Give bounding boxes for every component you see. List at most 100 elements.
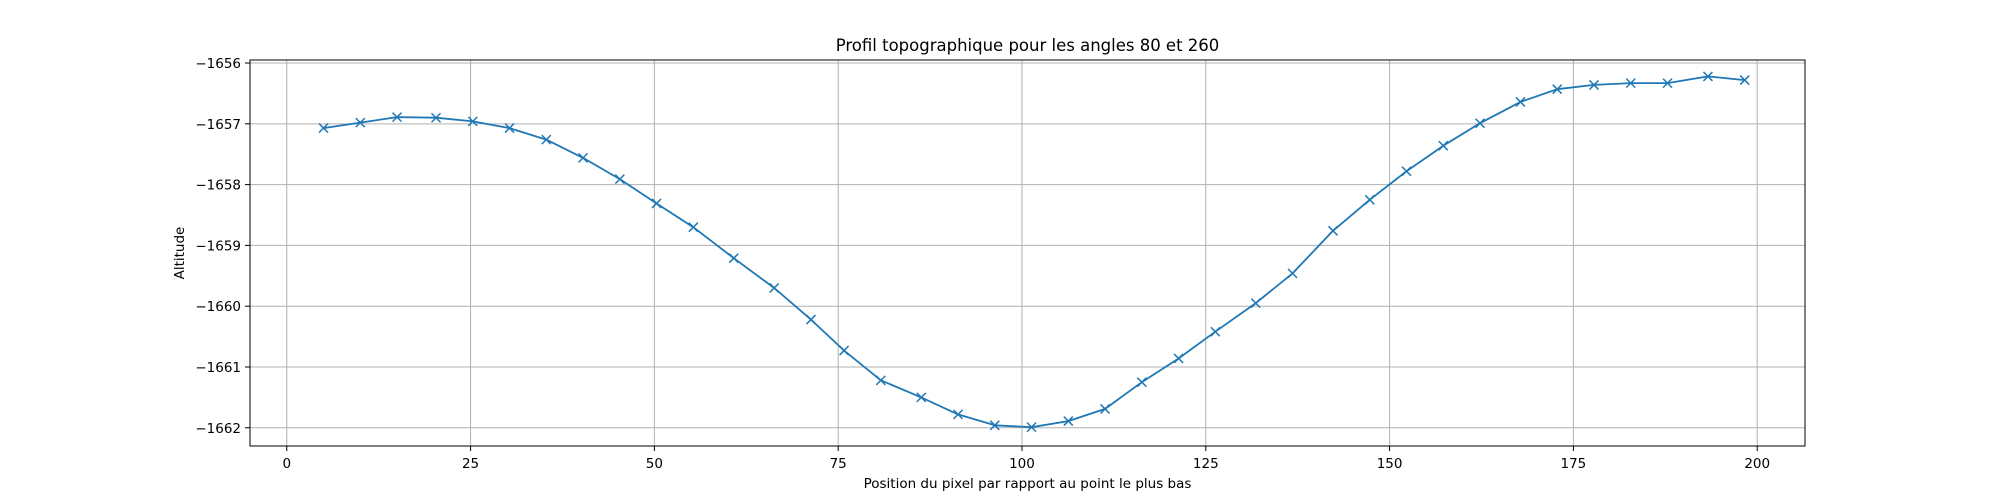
- plot-frame: [249, 59, 1806, 447]
- data-point-marker: [1100, 403, 1111, 414]
- marker-stroke: [952, 409, 964, 420]
- marker-stroke: [1702, 71, 1713, 82]
- marker-stroke: [688, 222, 699, 233]
- y-tick-label: −1658: [195, 178, 241, 194]
- data-point-marker: [875, 375, 886, 386]
- marker-stroke: [728, 253, 739, 264]
- x-tick-label: 100: [1009, 456, 1035, 472]
- data-point-marker: [1136, 377, 1147, 388]
- marker-stroke: [467, 116, 478, 127]
- y-tick-label: −1661: [195, 360, 241, 376]
- x-tick-label: 50: [646, 456, 663, 472]
- data-point-marker: [541, 134, 552, 145]
- marker-stroke: [318, 123, 329, 134]
- data-point-marker: [467, 116, 478, 127]
- data-point-marker: [916, 392, 927, 403]
- marker-stroke: [1438, 140, 1449, 151]
- data-point-marker: [989, 420, 1000, 431]
- x-tick-label: 75: [830, 456, 847, 472]
- marker-stroke: [1026, 422, 1037, 433]
- data-point-marker: [688, 222, 699, 233]
- marker-stroke: [805, 314, 817, 325]
- x-tick-label: 0: [282, 456, 291, 472]
- chart-title: Profil topographique pour les angles 80 …: [836, 36, 1220, 55]
- marker-stroke: [1173, 353, 1184, 364]
- data-point-marker: [504, 123, 515, 134]
- x-axis-label: Position du pixel par rapport au point l…: [864, 476, 1192, 492]
- y-tick-label: −1657: [195, 117, 241, 133]
- marker-stroke: [392, 112, 403, 123]
- marker-stroke: [578, 152, 589, 163]
- data-point-marker: [728, 253, 739, 264]
- marker-stroke: [1364, 194, 1375, 205]
- data-point-marker: [1662, 78, 1673, 89]
- data-point-marker: [614, 174, 625, 185]
- marker-stroke: [1588, 79, 1600, 90]
- data-point-marker: [430, 112, 442, 123]
- data-point-marker: [318, 123, 329, 134]
- data-point-marker: [1515, 96, 1526, 107]
- marker-stroke: [1475, 118, 1486, 129]
- marker-stroke: [614, 174, 625, 185]
- data-point-marker: [952, 409, 964, 420]
- marker-stroke: [541, 134, 552, 145]
- data-point-marker: [1552, 84, 1563, 95]
- data-point-marker: [578, 152, 589, 163]
- data-point-marker: [1250, 298, 1261, 309]
- y-tick-label: −1662: [195, 421, 241, 437]
- data-point-marker: [1702, 71, 1713, 82]
- data-point-marker: [1475, 118, 1486, 129]
- data-point-marker: [651, 198, 662, 209]
- marker-stroke: [1100, 403, 1111, 414]
- marker-stroke: [1515, 96, 1526, 107]
- marker-stroke: [875, 375, 886, 386]
- x-tick-label: 150: [1377, 456, 1403, 472]
- marker-stroke: [916, 392, 927, 403]
- x-tick-label: 25: [462, 456, 479, 472]
- marker-stroke: [769, 282, 780, 293]
- y-axis-label: Altitude: [172, 227, 188, 280]
- data-point-marker: [769, 282, 780, 293]
- series-layer: [318, 71, 1750, 433]
- marker-stroke: [1327, 225, 1339, 236]
- data-point-marker: [1401, 166, 1412, 177]
- marker-stroke: [1401, 166, 1412, 177]
- data-point-marker: [1026, 422, 1037, 433]
- marker-stroke: [1250, 298, 1261, 309]
- marker-stroke: [651, 198, 662, 209]
- marker-stroke: [989, 420, 1000, 431]
- y-tick-label: −1656: [195, 56, 241, 72]
- x-tick-label: 200: [1744, 456, 1770, 472]
- axis-ticks: 0 25 50 75 100 125 150 175 200 −1656 −1657 −1658 −16…: [195, 56, 1770, 472]
- marker-stroke: [839, 345, 850, 356]
- data-point-marker: [839, 345, 850, 356]
- data-point-marker: [1438, 140, 1449, 151]
- marker-stroke: [1739, 75, 1750, 86]
- marker-stroke: [504, 123, 515, 134]
- data-point-marker: [1210, 326, 1221, 337]
- marker-stroke: [1662, 78, 1673, 89]
- data-point-marker: [1173, 353, 1184, 364]
- data-point-marker: [1364, 194, 1375, 205]
- marker-stroke: [1210, 326, 1221, 337]
- data-point-marker: [1063, 416, 1074, 427]
- marker-stroke: [1552, 84, 1563, 95]
- data-point-marker: [1327, 225, 1339, 236]
- data-point-marker: [1625, 78, 1636, 89]
- data-point-marker: [1588, 79, 1600, 90]
- marker-stroke: [430, 112, 442, 123]
- marker-stroke: [355, 117, 366, 128]
- x-tick-label: 125: [1193, 456, 1219, 472]
- marker-stroke: [1136, 377, 1147, 388]
- data-point-marker: [392, 112, 403, 123]
- data-point-marker: [1287, 268, 1298, 279]
- x-tick-label: 175: [1561, 456, 1587, 472]
- y-tick-label: −1660: [195, 299, 241, 315]
- series-line: [323, 75, 1745, 429]
- data-point-marker: [355, 117, 366, 128]
- marker-stroke: [1287, 268, 1298, 279]
- grid-lines: [250, 60, 1805, 446]
- y-tick-label: −1659: [195, 238, 241, 254]
- data-point-marker: [805, 314, 817, 325]
